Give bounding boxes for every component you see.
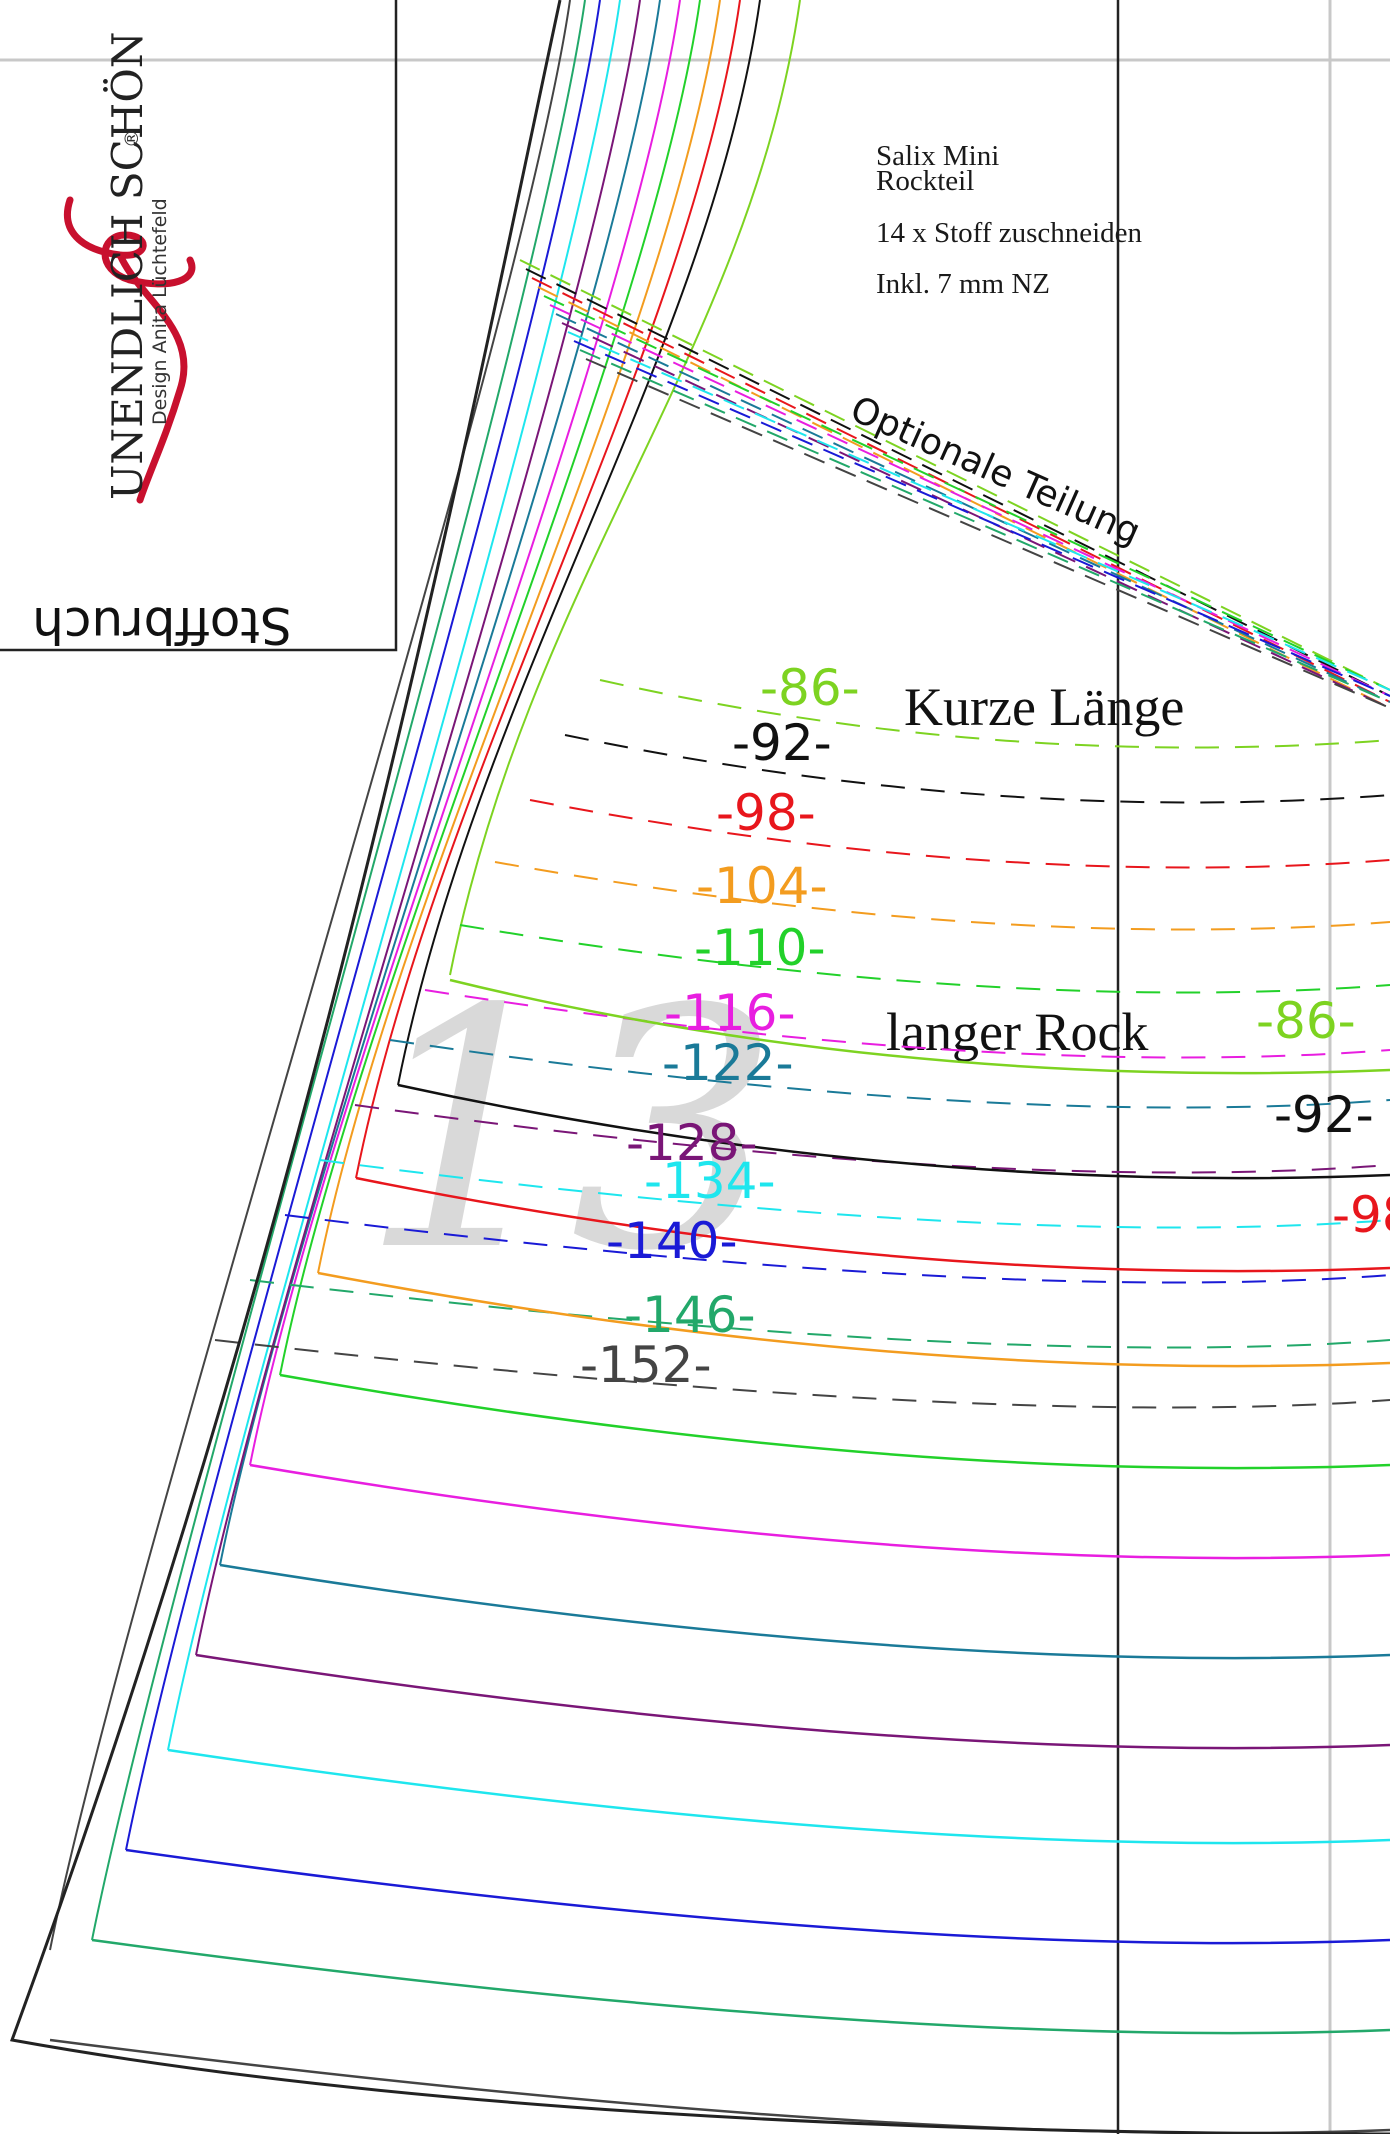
short-label-92: -92- xyxy=(732,714,832,772)
short-hem-86 xyxy=(599,679,1390,749)
side-line-92 xyxy=(397,0,761,1086)
short-length-label: Kurze Länge xyxy=(904,677,1184,737)
logo-registered-icon: ® xyxy=(121,129,143,148)
short-hem-152 xyxy=(214,1339,1390,1409)
split-line-128 xyxy=(561,322,1390,709)
logo-subtitle: Design Anita Lüchtefeld xyxy=(149,198,171,425)
short-hem-110 xyxy=(459,924,1390,994)
short-label-86: -86- xyxy=(760,659,860,717)
long-label-92: -92- xyxy=(1274,1086,1374,1144)
info-cut-instruction: 14 x Stoff zuschneiden xyxy=(876,217,1143,249)
info-title-line2: Rockteil xyxy=(876,165,974,197)
long-label-86: -86- xyxy=(1256,992,1356,1050)
short-label-122: -122- xyxy=(662,1034,794,1092)
long-skirt-label: langer Rock xyxy=(886,1002,1148,1062)
long-hem-98 xyxy=(355,1176,1390,1273)
size-side-lines xyxy=(49,0,801,1951)
short-hem-116 xyxy=(424,989,1390,1059)
split-line-146 xyxy=(579,349,1390,703)
piece-number: 13 xyxy=(360,939,780,1323)
side-line-152 xyxy=(49,0,571,1951)
split-line-122 xyxy=(555,313,1390,703)
short-label-140: -140- xyxy=(606,1212,738,1270)
long-hem-92 xyxy=(397,1083,1390,1180)
short-length-hem-lines xyxy=(214,679,1390,1409)
long-hem-86 xyxy=(449,978,1390,1075)
logo-box xyxy=(0,0,398,652)
side-line-104 xyxy=(317,0,721,1274)
short-label-110: -110- xyxy=(694,919,826,977)
logo-swash-icon xyxy=(63,196,196,504)
side-line-128 xyxy=(195,0,641,1656)
long-hem-152 xyxy=(49,2038,1390,2134)
short-label-134: -134- xyxy=(644,1152,776,1210)
short-label-98: -98- xyxy=(716,784,816,842)
side-line-110 xyxy=(279,0,701,1376)
info-seam-allowance: Inkl. 7 mm NZ xyxy=(876,268,1050,300)
side-line-134 xyxy=(167,0,621,1751)
split-line-86 xyxy=(519,259,1390,691)
short-label-116: -116- xyxy=(664,984,796,1042)
short-hem-92 xyxy=(564,734,1390,804)
long-hem-146 xyxy=(91,1938,1390,2035)
short-hem-98 xyxy=(529,799,1390,869)
logo-brand: UNENDLICH SCHÖN xyxy=(102,31,152,500)
outer-cut-line xyxy=(9,0,1390,2134)
short-label-128: -128- xyxy=(626,1114,758,1172)
split-line-110 xyxy=(543,295,1390,691)
long-hem-122 xyxy=(219,1563,1390,1660)
short-hem-134 xyxy=(319,1159,1390,1229)
short-label-152: -152- xyxy=(580,1336,712,1394)
fold-label: Stoffbruch xyxy=(32,596,292,654)
info-title-line1: Salix Mini xyxy=(876,140,999,172)
split-line-152 xyxy=(585,358,1390,709)
side-line-140 xyxy=(125,0,601,1851)
short-hem-140 xyxy=(284,1214,1390,1284)
split-line-134 xyxy=(567,331,1390,691)
long-hem-116 xyxy=(249,1463,1390,1560)
long-hem-134 xyxy=(167,1748,1390,1845)
split-line-104 xyxy=(537,286,1390,709)
side-line-116 xyxy=(249,0,681,1466)
long-hem-128 xyxy=(195,1653,1390,1750)
short-hem-122 xyxy=(389,1039,1390,1109)
split-line-116 xyxy=(549,304,1390,697)
long-label-98: -98 xyxy=(1332,1186,1390,1244)
long-hem-110 xyxy=(279,1373,1390,1470)
side-line-98 xyxy=(355,0,741,1179)
long-hem-104 xyxy=(317,1271,1390,1368)
side-line-122 xyxy=(219,0,661,1566)
short-hem-146 xyxy=(249,1279,1390,1349)
optional-split-lines xyxy=(519,259,1390,709)
long-hem-140 xyxy=(125,1848,1390,1945)
side-line-146 xyxy=(91,0,586,1941)
split-line-92 xyxy=(525,268,1390,697)
short-label-146: -146- xyxy=(624,1286,756,1344)
short-label-104: -104- xyxy=(696,857,828,915)
side-line-86 xyxy=(449,0,801,976)
short-hem-104 xyxy=(494,861,1390,931)
split-line-140 xyxy=(573,340,1390,697)
